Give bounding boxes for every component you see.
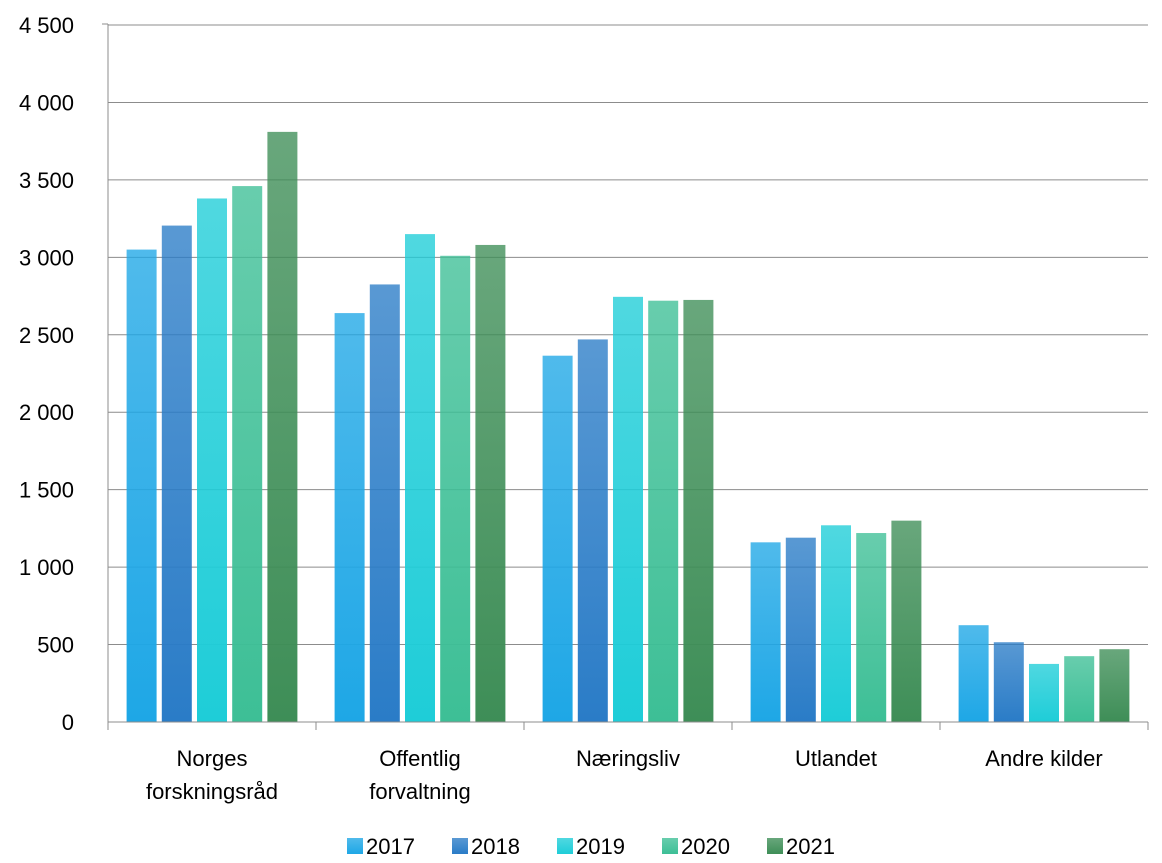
y-tick-label: 1 500 — [19, 478, 74, 503]
bar-2018 — [369, 284, 400, 722]
bars — [126, 131, 1130, 723]
bar-2021 — [1099, 649, 1130, 722]
y-axis-ticks: 0 500 1 000 1 500 2 000 2 500 3 000 3 500 4 000 4… — [19, 13, 74, 735]
legend-swatch-2018 — [452, 838, 468, 854]
y-tick-label: 2 000 — [19, 400, 74, 425]
y-tick-label: 2 500 — [19, 323, 74, 348]
y-tick-label: 4 000 — [19, 90, 74, 115]
x-category-label: Næringsliv — [576, 746, 680, 771]
x-category-label: Norges — [177, 746, 248, 771]
bar-2019 — [613, 296, 643, 722]
bar-2019 — [1029, 663, 1059, 722]
bar-2019 — [405, 234, 435, 722]
bar-2020 — [648, 300, 679, 722]
y-tick-label: 1 000 — [19, 555, 74, 580]
x-category-label: forskningsråd — [146, 779, 278, 804]
bar-2018 — [161, 225, 192, 722]
bar-2019 — [821, 525, 851, 722]
y-tick-label: 3 000 — [19, 245, 74, 270]
y-tick-label: 0 — [62, 710, 74, 735]
legend-label-2020: 2020 — [681, 834, 730, 859]
bar-2017 — [126, 249, 157, 723]
legend-swatch-2021 — [767, 838, 783, 854]
x-category-label: Offentlig — [379, 746, 461, 771]
legend-label-2021: 2021 — [786, 834, 835, 859]
y-tick-label: 4 500 — [19, 13, 74, 38]
bar-2018 — [577, 339, 608, 722]
x-axis-categories: Norges forskningsråd Offentlig forvaltning N… — [146, 746, 1103, 804]
legend-label-2017: 2017 — [366, 834, 415, 859]
bar-2020 — [232, 186, 263, 722]
legend-swatch-2019 — [557, 838, 573, 854]
legend-swatch-2020 — [662, 838, 678, 854]
x-category-label: forvaltning — [369, 779, 471, 804]
bar-2020 — [440, 255, 471, 723]
bar-2017 — [750, 542, 781, 722]
bar-2017 — [958, 625, 989, 722]
legend-label-2018: 2018 — [471, 834, 520, 859]
bar-2019 — [197, 198, 227, 722]
legend-label-2019: 2019 — [576, 834, 625, 859]
legend-swatch-2017 — [347, 838, 363, 854]
y-tick-label: 500 — [37, 633, 74, 658]
y-tick-label: 3 500 — [19, 168, 74, 193]
bar-2017 — [542, 355, 573, 722]
axes — [102, 23, 1149, 730]
bar-2021 — [267, 131, 298, 722]
x-category-label: Utlandet — [795, 746, 877, 771]
bar-2018 — [993, 642, 1024, 722]
bar-2021 — [891, 520, 922, 722]
bar-2020 — [856, 533, 887, 722]
bar-2021 — [475, 244, 506, 723]
bar-2017 — [334, 313, 365, 722]
bar-2018 — [785, 537, 816, 722]
bar-2021 — [683, 299, 714, 722]
bar-2020 — [1064, 656, 1095, 722]
x-category-label: Andre kilder — [985, 746, 1102, 771]
legend: 2017 2018 2019 2020 2021 — [347, 834, 835, 859]
